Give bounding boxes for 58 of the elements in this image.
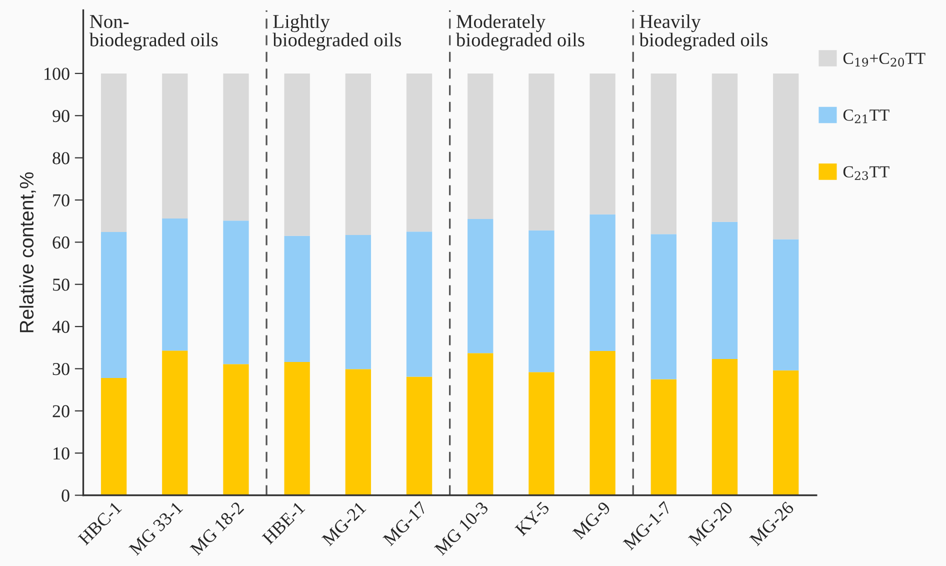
bar: [468, 353, 494, 496]
bar: [528, 73, 554, 230]
bar: [100, 378, 127, 496]
bar: [345, 235, 372, 370]
bar: [468, 218, 494, 354]
bar: [773, 73, 799, 240]
bar: [590, 214, 616, 351]
annotation: Lightly biodegraded oils: [272, 14, 401, 50]
legend-label: C$_{23}$TT: [843, 166, 890, 180]
x-tick-label: MG 10-3: [434, 500, 489, 556]
legend-label: C$_{19}$+C$_{20}$TT: [843, 52, 926, 67]
bar: [528, 372, 554, 496]
bar: [406, 73, 432, 232]
bar: [528, 230, 554, 372]
bar: [773, 239, 799, 370]
bar: [712, 222, 738, 360]
bar: [100, 232, 127, 378]
x-tick-label: MG 33-1: [128, 501, 184, 556]
annotation: Heavily biodegraded oils: [639, 14, 768, 50]
y-tick-label: 50: [53, 278, 70, 291]
y-tick-label: 10: [54, 447, 70, 460]
bar: [284, 362, 310, 496]
y-tick-label: 80: [52, 152, 70, 164]
y-tick-label: 20: [52, 405, 70, 418]
y-axis-title: Relative content,%: [19, 172, 36, 332]
annotation: Non- biodegraded oils: [89, 15, 218, 50]
bar: [468, 73, 494, 219]
bar: [162, 218, 188, 351]
bar: [223, 73, 249, 221]
annotation: Moderately biodegraded oils: [456, 14, 584, 50]
bar: [712, 359, 738, 496]
bar: [345, 369, 372, 496]
y-tick-label: 100: [44, 68, 70, 80]
y-tick-label: 30: [52, 362, 70, 376]
bar: [650, 234, 676, 380]
y-tick-label: 0: [62, 490, 70, 502]
y-tick-label: 60: [52, 236, 70, 249]
bar: [773, 370, 799, 496]
bar: [406, 232, 432, 377]
y-tick-label: 70: [53, 194, 70, 206]
bar: [162, 73, 188, 219]
bar: [345, 73, 372, 236]
y-tick-label: 90: [52, 110, 70, 122]
bar: [162, 350, 188, 496]
bar: [590, 73, 616, 214]
legend-label: C$_{21}$TT: [843, 110, 890, 124]
bar: [650, 379, 676, 496]
bar: [712, 73, 738, 222]
y-tick-label: 40: [52, 320, 70, 333]
bar: [284, 236, 310, 362]
bar: [590, 350, 616, 496]
bar: [100, 73, 127, 232]
bar: [284, 73, 310, 236]
x-tick-label: MG 18-2: [190, 501, 244, 556]
bar: [406, 376, 432, 496]
bar: [223, 364, 249, 496]
bar: [650, 73, 676, 234]
bar: [223, 220, 249, 364]
